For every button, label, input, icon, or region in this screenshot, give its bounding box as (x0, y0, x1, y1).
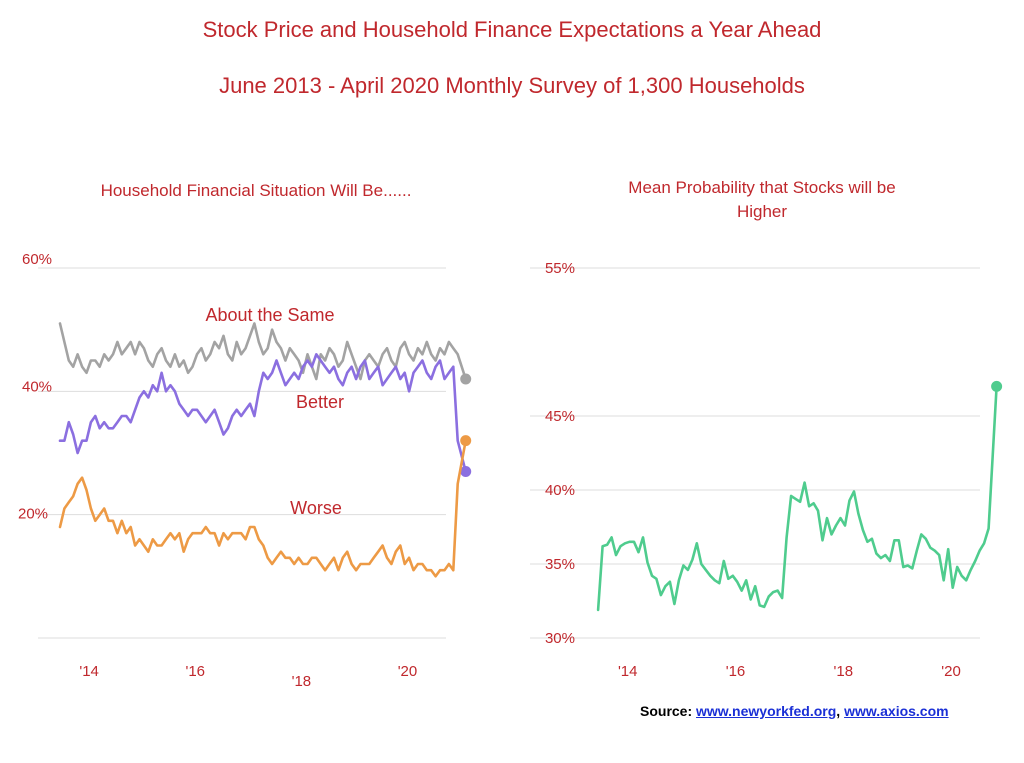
source-separator: , (836, 703, 841, 719)
y-tick-label: 55% (545, 260, 575, 277)
annotation-worse: Worse (290, 498, 342, 518)
y-tick-label: 40% (545, 482, 575, 499)
series-end-point-better (460, 466, 472, 477)
series-line-better (58, 353, 467, 473)
page-subtitle: June 2013 - April 2020 Monthly Survey of… (219, 73, 805, 98)
left-x-axis: '14 '16 '18 '20 (79, 663, 417, 690)
left-series-group (58, 322, 472, 578)
series-line-about-the-same (58, 322, 467, 381)
x-tick-label: '16 (726, 663, 746, 680)
right-chart: Mean Probability that Stocks will be Hig… (530, 178, 1003, 680)
series-line-stocks (596, 385, 998, 612)
x-tick-label: '14 (618, 663, 638, 680)
y-tick-label: 35% (545, 556, 575, 573)
series-end-point-worse (460, 435, 472, 447)
x-tick-label: '14 (79, 663, 99, 680)
x-tick-label: '20 (398, 663, 418, 680)
x-tick-label: '18 (833, 663, 853, 680)
series-line-worse (58, 439, 467, 578)
page-title: Stock Price and Household Finance Expect… (202, 17, 822, 42)
right-chart-title-line-1: Mean Probability that Stocks will be (628, 178, 895, 197)
annotation-better: Better (296, 392, 344, 412)
left-gridlines (38, 267, 446, 639)
y-tick-label: 30% (545, 630, 575, 647)
source-credit: Source: www.newyorkfed.org, www.axios.co… (640, 703, 949, 719)
y-tick-label: 40% (22, 378, 52, 395)
source-link-newyorkfed[interactable]: www.newyorkfed.org (696, 703, 837, 719)
source-link-axios[interactable]: www.axios.com (844, 703, 949, 719)
y-tick-label: 45% (545, 408, 575, 425)
annotation-about-the-same: About the Same (205, 305, 334, 325)
right-y-axis: 30% 35% 40% 45% 55% (545, 260, 575, 647)
right-x-axis: '14 '16 '18 '20 (618, 663, 961, 680)
series-end-point-stocks (991, 380, 1003, 392)
left-annotations: About the Same Better Worse (205, 305, 344, 518)
left-chart-title: Household Financial Situation Will Be...… (101, 181, 412, 200)
y-tick-label: 20% (18, 506, 48, 523)
left-chart: Household Financial Situation Will Be...… (18, 181, 472, 690)
x-tick-label: '16 (185, 663, 205, 680)
x-tick-label: '18 (292, 673, 312, 690)
source-label: Source: (640, 703, 693, 719)
right-chart-title-line-2: Higher (737, 202, 787, 221)
left-y-axis: 20% 40% 60% (18, 251, 52, 523)
y-tick-label: 60% (22, 251, 52, 268)
right-gridlines (530, 267, 980, 639)
x-tick-label: '20 (941, 663, 961, 680)
right-series-group (596, 380, 1003, 612)
series-end-point-about-the-same (460, 373, 472, 385)
